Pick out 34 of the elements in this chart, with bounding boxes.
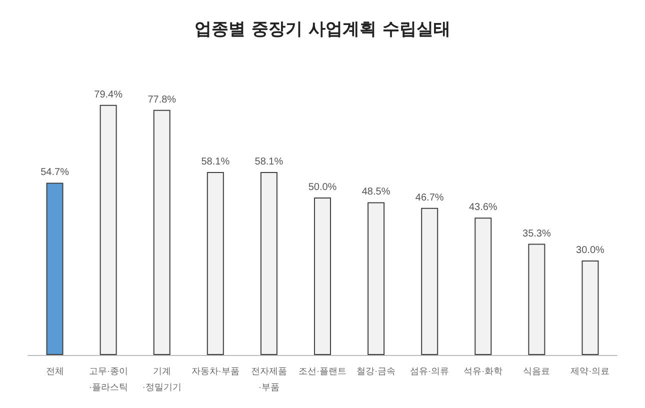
x-tick-label: 섬유·의류 <box>410 366 450 376</box>
chart-title: 업종별 중장기 사업계획 수립실태 <box>194 20 450 40</box>
data-label: 43.6% <box>468 202 498 214</box>
bar <box>368 202 385 355</box>
x-tick-label: 전체 <box>46 366 64 376</box>
bar <box>46 182 64 355</box>
bar <box>582 260 599 355</box>
data-label: 35.3% <box>522 228 551 240</box>
x-tick-label: 조선·플랜트 <box>298 366 346 376</box>
x-tick-label: 자동차·부품 <box>191 366 240 376</box>
bar <box>206 172 224 355</box>
bar <box>260 172 278 355</box>
bar <box>314 198 331 355</box>
data-label: 79.4% <box>94 89 123 100</box>
x-tick-label: 고무·종이·플라스틱 <box>88 366 128 392</box>
data-label: 77.8% <box>148 94 176 106</box>
bar <box>153 110 170 355</box>
data-label: 50.0% <box>308 182 337 193</box>
data-label: 54.7% <box>40 167 70 178</box>
x-tick-label: 기계·정밀기기 <box>142 366 182 392</box>
x-tick-label: 제약·의료 <box>570 366 610 376</box>
bar <box>100 104 117 355</box>
bar <box>474 218 492 355</box>
x-tick-label: 철강·금속 <box>356 366 396 376</box>
bar <box>528 244 546 355</box>
data-label: 58.1% <box>201 156 230 168</box>
x-tick-label: 식음료 <box>523 366 550 376</box>
data-label: 48.5% <box>362 186 390 198</box>
data-label: 46.7% <box>415 192 444 204</box>
data-label: 30.0% <box>576 245 605 256</box>
data-label: 58.1% <box>254 156 284 168</box>
bar <box>421 208 438 355</box>
x-tick-label: 석유·화학 <box>464 366 503 376</box>
x-tick-label: 전자제품·부품 <box>250 366 287 392</box>
